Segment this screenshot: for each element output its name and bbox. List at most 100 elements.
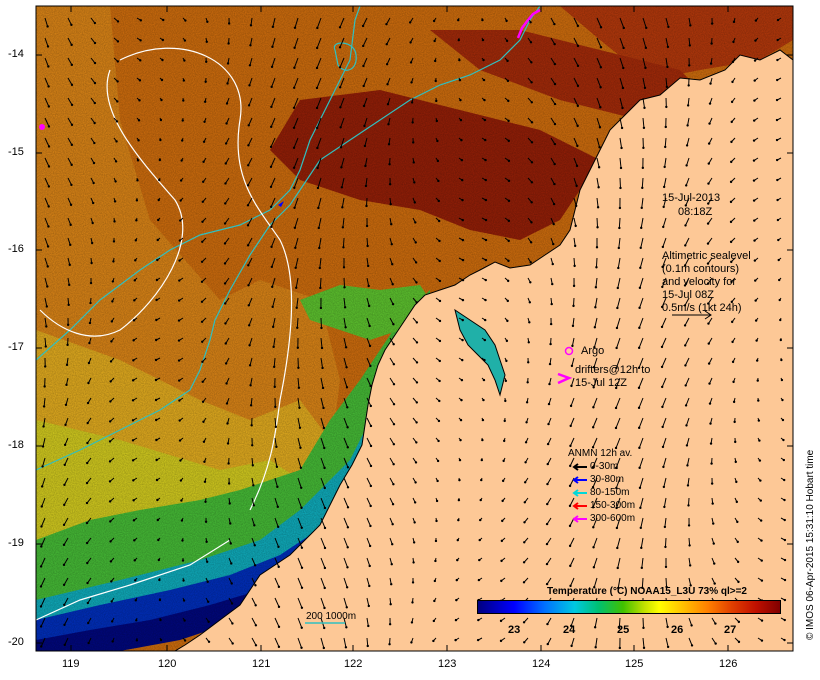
velocity-arrow [366, 417, 372, 427]
velocity-arrow-head [177, 359, 181, 362]
velocity-arrow-head [660, 385, 664, 389]
velocity-arrow-head [522, 581, 526, 584]
velocity-arrow-head [202, 140, 206, 143]
velocity-arrow [44, 237, 49, 247]
velocity-arrow-head [202, 420, 205, 423]
velocity-arrow-head [666, 45, 670, 49]
velocity-arrow-head [231, 642, 234, 645]
velocity-arrow-head [576, 24, 580, 28]
velocity-arrow-head [47, 185, 51, 188]
velocity-arrow [251, 637, 257, 646]
velocity-arrow-head [641, 166, 645, 170]
velocity-arrow [618, 237, 621, 249]
velocity-arrow-head [316, 146, 319, 150]
velocity-arrow-head [501, 519, 504, 523]
velocity-arrow-head [116, 20, 120, 23]
velocity-arrow-head [661, 245, 665, 249]
velocity-arrow-head [42, 425, 45, 428]
velocity-arrow-head [755, 339, 758, 342]
velocity-arrow-head [62, 583, 66, 587]
velocity-arrow [594, 297, 598, 308]
velocity-arrow-head [459, 438, 462, 442]
velocity-arrow-head [729, 240, 733, 244]
velocity-arrow-head [500, 579, 503, 583]
velocity-arrow-head [484, 298, 487, 302]
velocity-arrow-head [298, 406, 301, 409]
velocity-arrow [688, 17, 691, 26]
velocity-arrow [270, 117, 276, 128]
velocity-arrow-head [227, 482, 231, 485]
velocity-arrow-head [410, 621, 414, 624]
velocity-arrow-head [363, 144, 367, 148]
velocity-arrow [639, 497, 644, 508]
velocity-arrow-head [318, 266, 322, 270]
velocity-arrow [366, 457, 372, 467]
velocity-arrow [662, 457, 667, 468]
velocity-arrow-head [457, 498, 461, 502]
velocity-arrow-head [688, 564, 692, 567]
velocity-arrow-head [254, 644, 258, 647]
velocity-arrow-head [339, 126, 342, 129]
velocity-arrow-head [339, 146, 343, 149]
velocity-arrow [661, 337, 667, 348]
velocity-arrow-head [46, 25, 49, 28]
velocity-arrow [293, 77, 299, 88]
velocity-arrow-head [731, 80, 734, 84]
velocity-arrow-head [70, 123, 74, 127]
velocity-arrow [294, 197, 299, 208]
velocity-arrow-head [293, 206, 296, 209]
velocity-arrow-head [637, 406, 641, 410]
velocity-arrow [665, 77, 668, 87]
velocity-arrow-head [499, 639, 503, 643]
velocity-arrow-head [734, 460, 737, 464]
velocity-arrow [571, 337, 575, 346]
velocity-arrow-head [615, 346, 618, 350]
velocity-arrow-head [201, 380, 204, 383]
velocity-arrow-head [43, 385, 46, 388]
velocity-arrow-head [155, 278, 159, 282]
velocity-arrow [366, 617, 369, 627]
velocity-arrow [641, 557, 644, 568]
velocity-arrow [343, 577, 348, 588]
colorbar-tick-label: 27 [724, 624, 737, 636]
velocity-arrow-head [388, 623, 392, 626]
velocity-arrow-head [39, 585, 43, 588]
velocity-arrow-head [572, 304, 575, 308]
velocity-arrow-head [392, 403, 396, 406]
velocity-arrow-head [637, 366, 641, 370]
x-tick-label: 120 [158, 658, 177, 670]
velocity-arrow-head [269, 165, 273, 169]
velocity-arrow-head [157, 218, 160, 222]
velocity-arrow-head [737, 620, 741, 624]
velocity-arrow-head [529, 241, 533, 244]
velocity-arrow-head [502, 459, 505, 463]
velocity-arrow-head [484, 258, 488, 262]
velocity-arrow-head [66, 323, 70, 327]
velocity-arrow-head [182, 79, 186, 82]
velocity-arrow [593, 537, 598, 548]
velocity-arrow [665, 637, 669, 648]
velocity-arrow-head [570, 364, 574, 368]
velocity-arrow-head [779, 338, 783, 342]
velocity-arrow [251, 557, 256, 566]
velocity-arrow-head [755, 359, 759, 362]
velocity-arrow-head [732, 380, 735, 384]
velocity-arrow-head [481, 418, 485, 422]
velocity-arrow-head [553, 102, 557, 106]
velocity-arrow [320, 477, 326, 489]
velocity-arrow-head [775, 98, 779, 102]
velocity-arrow [685, 397, 690, 406]
velocity-arrow-head [710, 482, 714, 485]
velocity-arrow-head [525, 421, 528, 424]
velocity-arrow-head [458, 78, 462, 82]
velocity-arrow-head [500, 559, 503, 563]
velocity-arrow-head [753, 239, 756, 242]
velocity-arrow [596, 137, 601, 148]
velocity-arrow-head [569, 564, 572, 568]
velocity-arrow-head [410, 641, 413, 644]
velocity-arrow-head [47, 145, 51, 148]
datetime-time: 08:18Z [678, 206, 713, 218]
velocity-arrow-head [298, 426, 302, 429]
velocity-arrow [638, 317, 644, 329]
velocity-arrow [271, 77, 276, 88]
